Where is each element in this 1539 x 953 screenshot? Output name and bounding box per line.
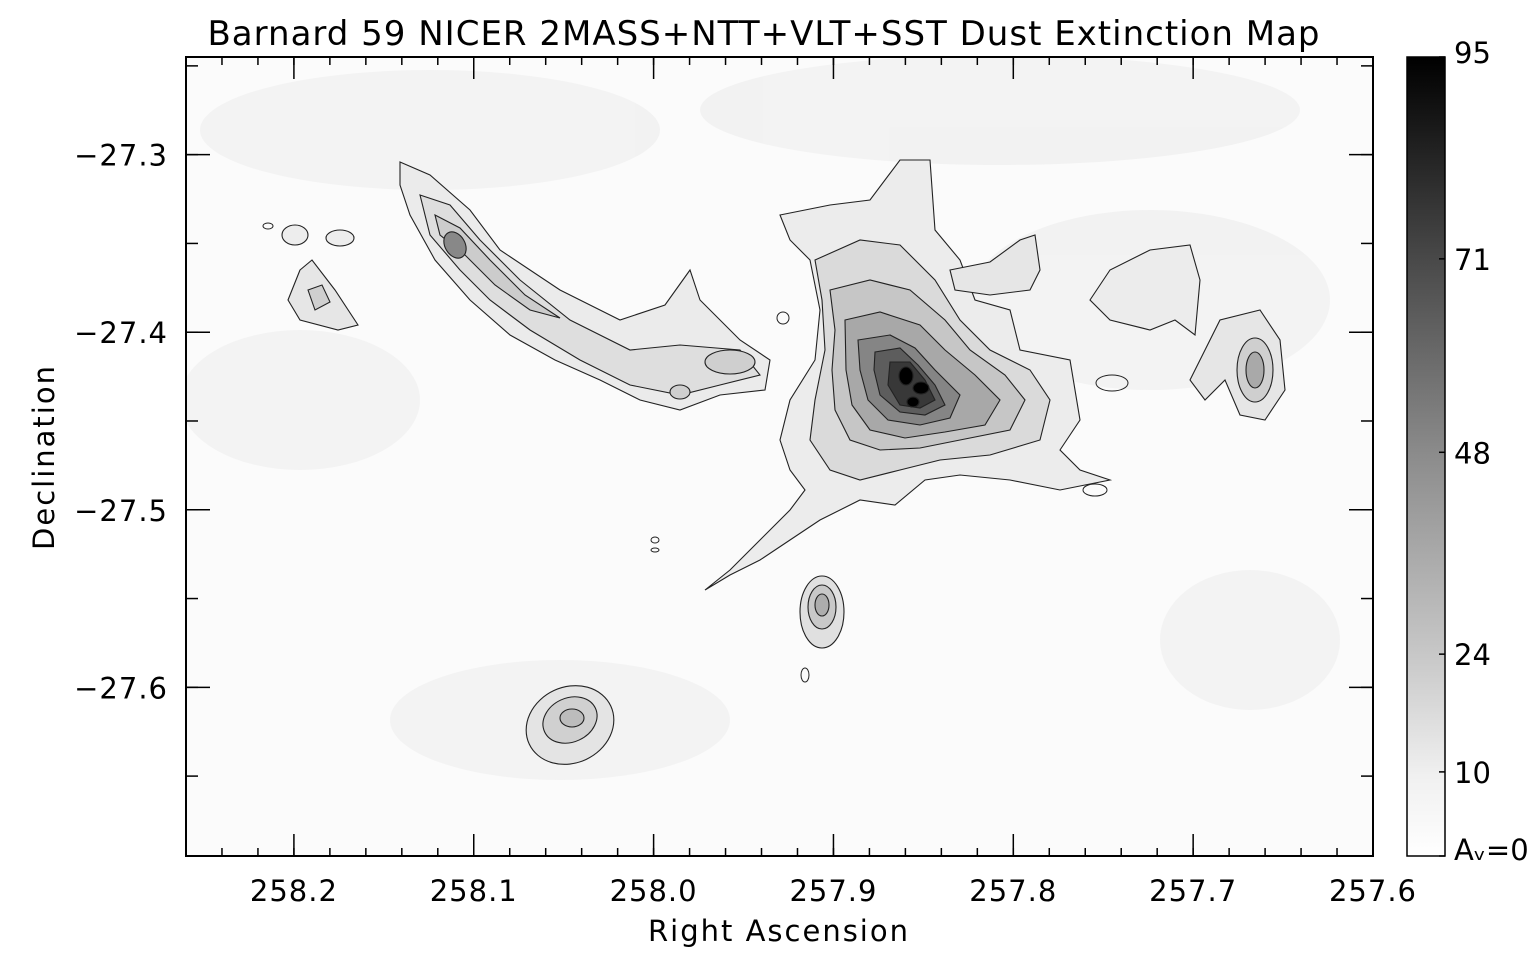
x-tick-label: 257.6	[1329, 874, 1417, 908]
x-tick-label: 258.0	[610, 874, 698, 908]
diffuse-haze	[186, 57, 1340, 780]
map-background	[186, 57, 1373, 856]
x-tick-label: 258.1	[430, 874, 518, 908]
central-south-clump-core	[814, 593, 830, 617]
northwest-filament	[399, 161, 771, 411]
x-tick-label: 257.7	[1149, 874, 1237, 908]
south-clump-core	[559, 708, 585, 728]
colorbar-tick-label: 24	[1454, 638, 1491, 672]
y-axis-title: Declination	[27, 364, 61, 550]
x-axis-tick-labels: 258.2 258.1 258.0 257.9 257.8 257.7 257.6	[250, 874, 1417, 908]
colorbar-tick-label: 95	[1454, 36, 1491, 70]
y-tick-label: −27.6	[74, 671, 168, 705]
filament-knot-1	[704, 349, 756, 375]
y-tick-label: −27.4	[74, 316, 168, 350]
contour-speck-2	[650, 547, 660, 553]
plot-area	[186, 57, 1373, 856]
contour-speck-6	[262, 222, 274, 230]
x-axis-title: Right Ascension	[648, 914, 910, 948]
y-axis-ticks	[186, 65, 1373, 777]
y-axis-tick-labels: −27.3 −27.4 −27.5 −27.6	[74, 139, 168, 706]
core-peak-2	[912, 381, 930, 395]
filament-knot-2	[669, 384, 691, 400]
y-tick-label: −27.3	[74, 139, 168, 173]
colorbar-ticks: 95 71 48 24 10 Aᵥ=0	[1439, 36, 1529, 867]
northeast-arc	[949, 234, 1041, 296]
x-tick-label: 258.2	[250, 874, 338, 908]
core-peak-1	[898, 366, 914, 386]
colorbar	[1406, 56, 1446, 857]
contour-speck-5	[1095, 374, 1129, 392]
colorbar-tick-label: 48	[1454, 436, 1491, 470]
x-tick-label: 257.9	[789, 874, 877, 908]
core-peak-3	[906, 396, 920, 408]
colorbar-tick-label: 10	[1454, 756, 1491, 790]
northeast-clump	[1089, 244, 1201, 337]
scattered-contours	[262, 222, 1129, 683]
filament-contour-2	[419, 194, 761, 396]
west-clump-inner	[307, 284, 331, 311]
plot-frame	[185, 56, 1374, 857]
contour-speck-4	[1082, 483, 1108, 497]
east-clump-core	[1245, 351, 1265, 389]
contour-speck-1	[650, 536, 660, 544]
central-core	[704, 159, 1113, 591]
contour-speck-3	[800, 667, 810, 683]
colorbar-tick-label: 71	[1454, 243, 1491, 277]
x-tick-label: 257.8	[969, 874, 1057, 908]
chart-title: Barnard 59 NICER 2MASS+NTT+VLT+SST Dust …	[207, 14, 1320, 54]
west-tiny-clump-1	[281, 224, 309, 246]
colorbar-tick-label: Aᵥ=0	[1454, 833, 1529, 867]
filament-peak	[443, 231, 467, 259]
x-axis-ticks	[185, 57, 1374, 856]
y-tick-label: −27.5	[74, 494, 168, 528]
small-clumps	[281, 224, 1286, 765]
contour-speck-7	[776, 311, 790, 325]
west-tiny-clump-2	[325, 229, 355, 247]
